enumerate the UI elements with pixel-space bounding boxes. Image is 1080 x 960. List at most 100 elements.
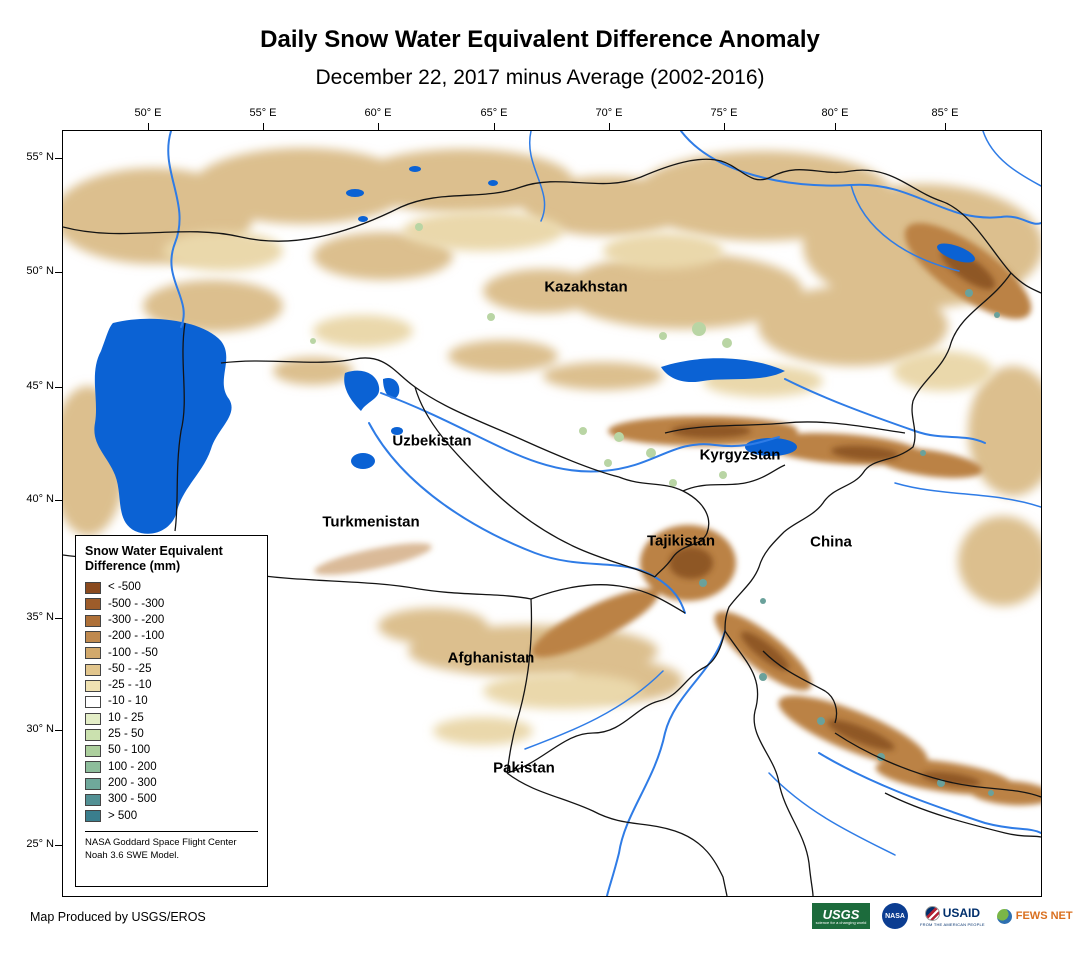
lat-tick-mark <box>55 845 62 846</box>
legend-label: -100 - -50 <box>108 646 158 659</box>
legend: Snow Water Equivalent Difference (mm) < … <box>75 535 268 887</box>
lon-tick-label: 85° E <box>931 107 959 119</box>
legend-row: -10 - 10 <box>85 694 258 710</box>
legend-row: -200 - -100 <box>85 629 258 645</box>
anomaly-teal-speckles <box>699 289 1000 796</box>
lon-tick-mark <box>609 123 610 130</box>
lat-tick-label: 35° N <box>26 611 54 623</box>
logo-strip: USGS science for a changing world NASA U… <box>812 903 1073 929</box>
lon-tick-mark <box>835 123 836 130</box>
usgs-logo-tagline: science for a changing world <box>815 919 867 925</box>
lat-tick-label: 50° N <box>26 265 54 277</box>
lake-zaysan <box>937 243 975 263</box>
legend-label: -25 - -10 <box>108 679 152 692</box>
usgs-logo: USGS science for a changing world <box>812 903 870 929</box>
country-label-turkmenistan: Turkmenistan <box>322 513 420 531</box>
lon-tick-mark <box>148 123 149 130</box>
lon-tick-label: 65° E <box>480 107 508 119</box>
legend-label: 50 - 100 <box>108 744 151 757</box>
lat-tick-label: 30° N <box>26 723 54 735</box>
legend-row: -300 - -200 <box>85 613 258 629</box>
globe-icon <box>996 908 1012 924</box>
lat-tick-label: 55° N <box>26 151 54 163</box>
lake-balkhash <box>661 358 785 383</box>
lon-tick-label: 75° E <box>710 107 738 119</box>
legend-row: 300 - 500 <box>85 792 258 808</box>
legend-label: -500 - -300 <box>108 597 165 610</box>
lat-tick-mark <box>55 618 62 619</box>
legend-label: -200 - -100 <box>108 630 165 643</box>
lon-tick-label: 50° E <box>134 107 162 119</box>
lat-tick-mark <box>55 158 62 159</box>
legend-row: 25 - 50 <box>85 727 258 743</box>
anomaly-tan-areas <box>63 148 1041 701</box>
legend-label: 25 - 50 <box>108 728 144 741</box>
country-label-tajikistan: Tajikistan <box>646 532 716 550</box>
legend-label: 200 - 300 <box>108 776 157 789</box>
legend-label: 300 - 500 <box>108 793 157 806</box>
nasa-logo-text: NASA <box>885 912 905 920</box>
legend-swatch <box>85 777 101 790</box>
nasa-logo: NASA <box>882 903 908 929</box>
legend-row: > 500 <box>85 808 258 824</box>
usaid-logo-text: USAID <box>942 906 981 920</box>
aral-sea-east <box>383 377 400 399</box>
legend-swatch <box>85 647 101 660</box>
anomaly-green-speckles <box>310 223 732 487</box>
water-bodies <box>94 166 975 534</box>
lat-tick-label: 25° N <box>26 838 54 850</box>
usgs-logo-text: USGS <box>822 906 860 922</box>
country-label-kazakhstan: Kazakhstan <box>544 278 628 296</box>
legend-label: 10 - 25 <box>108 711 144 724</box>
page-title: Daily Snow Water Equivalent Difference A… <box>260 26 820 53</box>
legend-row: -25 - -10 <box>85 678 258 694</box>
legend-swatch <box>85 663 101 676</box>
lon-tick-label: 60° E <box>364 107 392 119</box>
legend-label: < -500 <box>108 581 141 594</box>
anomaly-light-tan-areas <box>163 211 993 745</box>
credit-text: Map Produced by USGS/EROS <box>30 910 206 924</box>
lat-tick-label: 40° N <box>26 493 54 505</box>
legend-swatch <box>85 696 101 709</box>
fewsnet-logo: FEWS NET <box>996 908 1073 924</box>
lon-tick-label: 70° E <box>595 107 623 119</box>
legend-row: 50 - 100 <box>85 743 258 759</box>
legend-swatch <box>85 582 101 595</box>
legend-swatch <box>85 712 101 725</box>
legend-swatch <box>85 794 101 806</box>
lon-tick-mark <box>378 123 379 130</box>
country-label-uzbekistan: Uzbekistan <box>392 432 472 450</box>
sarygamysh-lake <box>351 453 375 469</box>
legend-label: 100 - 200 <box>108 760 157 773</box>
country-label-afghanistan: Afghanistan <box>447 649 535 667</box>
legend-swatch <box>85 598 101 611</box>
caspian-sea <box>94 318 232 534</box>
legend-swatch <box>85 745 101 758</box>
country-label-kyrgyzstan: Kyrgyzstan <box>699 446 781 464</box>
legend-label: -10 - 10 <box>108 695 148 708</box>
lon-tick-mark <box>724 123 725 130</box>
legend-row: -50 - -25 <box>85 661 258 677</box>
usaid-logo-tagline: FROM THE AMERICAN PEOPLE <box>920 921 985 927</box>
lon-tick-mark <box>945 123 946 130</box>
legend-note: NASA Goddard Space Flight Center Noah 3.… <box>85 831 258 863</box>
lon-tick-label: 55° E <box>249 107 277 119</box>
legend-swatch <box>85 761 101 774</box>
lat-tick-label: 45° N <box>26 380 54 392</box>
legend-swatch <box>85 679 101 692</box>
legend-row: 10 - 25 <box>85 710 258 726</box>
lat-tick-mark <box>55 730 62 731</box>
lon-tick-label: 80° E <box>821 107 849 119</box>
legend-label: -50 - -25 <box>108 662 152 675</box>
legend-swatch <box>85 810 101 823</box>
fewsnet-logo-text: FEWS NET <box>1015 910 1073 922</box>
aral-sea-west <box>344 370 380 411</box>
legend-swatch <box>85 631 101 644</box>
legend-label: > 500 <box>108 809 138 822</box>
country-label-pakistan: Pakistan <box>493 759 555 777</box>
usaid-logo: USAID FROM THE AMERICAN PEOPLE <box>920 905 985 927</box>
country-borders <box>63 158 1041 896</box>
usaid-flag-icon <box>924 905 940 921</box>
legend-row: < -500 <box>85 580 258 596</box>
lat-tick-mark <box>55 500 62 501</box>
